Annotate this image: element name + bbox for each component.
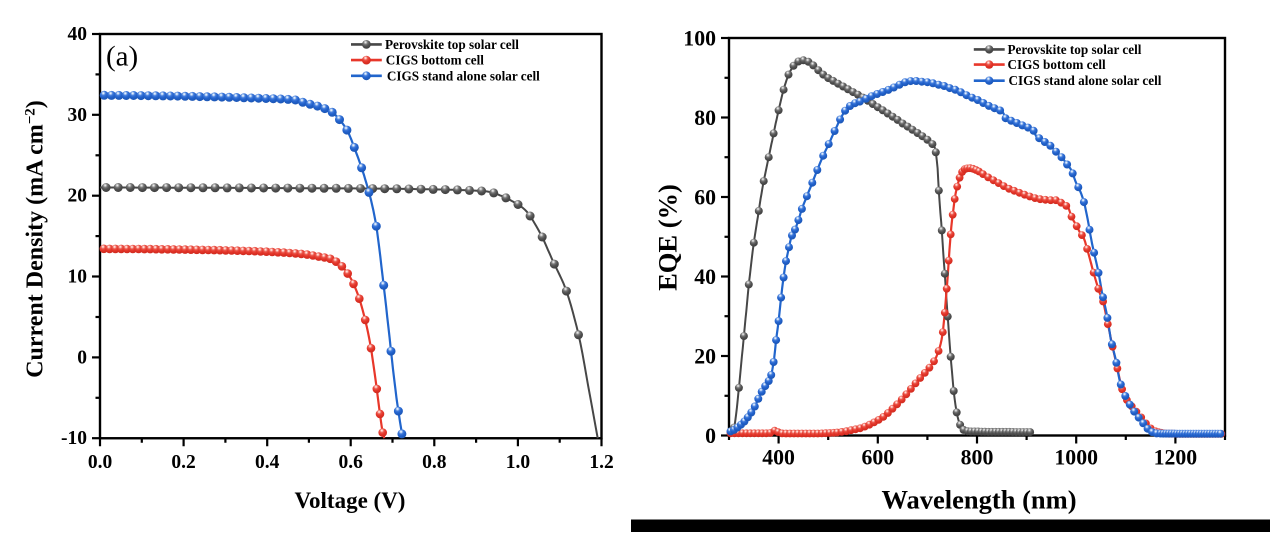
svg-text:Voltage (V): Voltage (V)	[295, 488, 406, 513]
svg-text:60: 60	[694, 186, 716, 210]
svg-text:600: 600	[861, 446, 894, 470]
svg-text:-10: -10	[61, 428, 87, 449]
svg-text:1.2: 1.2	[589, 452, 613, 473]
svg-text:800: 800	[961, 446, 994, 470]
svg-text:1000: 1000	[1054, 446, 1098, 470]
svg-text:40: 40	[694, 265, 716, 289]
svg-text:(a): (a)	[106, 41, 138, 73]
svg-text:0.6: 0.6	[339, 452, 364, 473]
svg-text:0.4: 0.4	[255, 452, 280, 473]
svg-text:CIGS stand alone solar cell: CIGS stand alone solar cell	[1009, 73, 1162, 88]
svg-text:0.8: 0.8	[422, 452, 447, 473]
svg-text:Perovskite top solar cell: Perovskite top solar cell	[385, 37, 519, 52]
svg-text:80: 80	[694, 106, 716, 130]
svg-text:0: 0	[77, 347, 87, 368]
svg-text:1.0: 1.0	[506, 452, 530, 473]
svg-text:CIGS stand alone solar cell: CIGS stand alone solar cell	[387, 68, 540, 83]
svg-text:100: 100	[683, 27, 716, 51]
svg-text:30: 30	[68, 105, 88, 126]
svg-text:Perovskite top solar cell: Perovskite top solar cell	[1008, 42, 1142, 57]
svg-text:0.0: 0.0	[88, 452, 112, 473]
svg-text:20: 20	[694, 345, 716, 369]
svg-text:CIGS bottom cell: CIGS bottom cell	[1008, 57, 1107, 72]
svg-text:EQE (%): EQE (%)	[653, 184, 683, 291]
svg-text:10: 10	[68, 267, 88, 288]
svg-text:Current Density (mA cm−2): Current Density (mA cm−2)	[23, 100, 49, 378]
svg-text:0.2: 0.2	[171, 452, 195, 473]
svg-text:20: 20	[68, 186, 88, 207]
svg-text:0: 0	[705, 424, 716, 448]
svg-text:1200: 1200	[1154, 446, 1198, 470]
svg-text:CIGS bottom cell: CIGS bottom cell	[386, 53, 485, 68]
svg-text:Wavelength (nm): Wavelength (nm)	[881, 485, 1076, 515]
svg-text:40: 40	[68, 24, 88, 45]
svg-text:400: 400	[762, 446, 795, 470]
